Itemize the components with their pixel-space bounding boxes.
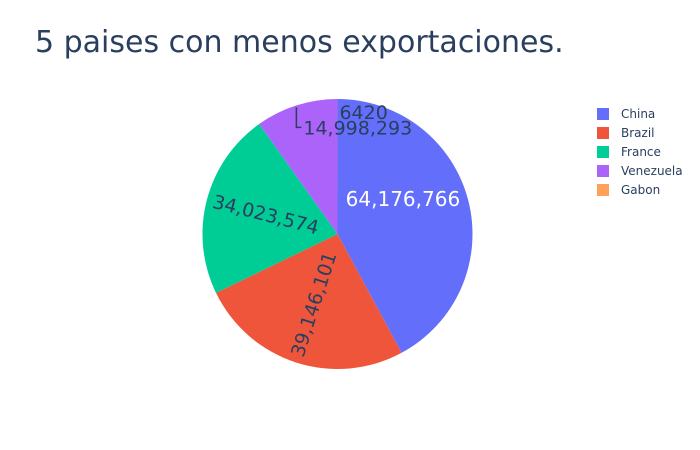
legend-swatch-brazil: [597, 127, 609, 139]
slice-label-gabon: 6420: [339, 102, 387, 124]
legend-item-brazil[interactable]: Brazil: [597, 126, 655, 140]
legend-label-brazil: Brazil: [621, 126, 655, 140]
legend-label-venezuela: Venezuela: [621, 164, 683, 178]
pie-slice-brazil[interactable]: [216, 234, 402, 369]
legend-swatch-china: [597, 108, 609, 120]
pie-slice-france[interactable]: [202, 124, 338, 293]
legend-item-france[interactable]: France: [597, 145, 661, 159]
legend-swatch-france: [597, 146, 609, 158]
pie-slice-venezuela[interactable]: [259, 99, 338, 235]
pie-slices: [202, 99, 473, 369]
slice-label-china: 64,176,766: [346, 187, 461, 211]
slice-label-venezuela: 14,998,293: [303, 117, 412, 139]
legend-swatch-venezuela: [597, 165, 609, 177]
legend-label-gabon: Gabon: [621, 183, 660, 197]
legend-label-china: China: [621, 107, 655, 121]
legend[interactable]: China Brazil France Venezuela Gabon: [597, 107, 683, 197]
legend-swatch-gabon: [597, 184, 609, 196]
legend-item-gabon[interactable]: Gabon: [597, 183, 660, 197]
legend-item-venezuela[interactable]: Venezuela: [597, 164, 683, 178]
chart-title: 5 paises con menos exportaciones.: [35, 25, 564, 60]
legend-item-china[interactable]: China: [597, 107, 655, 121]
pie-slice-china[interactable]: [337, 99, 473, 353]
legend-label-france: France: [621, 145, 661, 159]
leader-line-venezuela: [295, 107, 302, 129]
